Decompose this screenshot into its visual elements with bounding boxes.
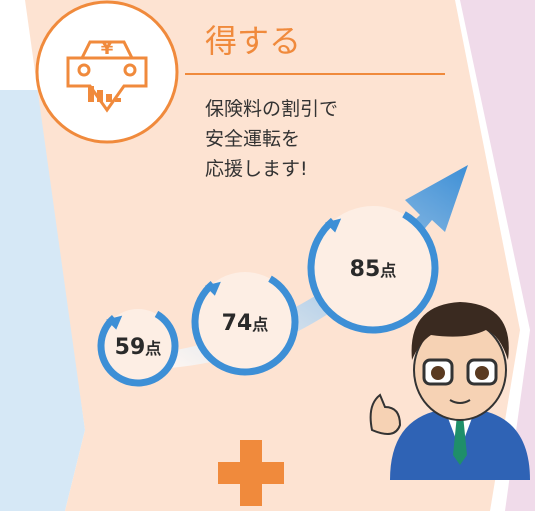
score-ring xyxy=(191,275,299,376)
description-line: 応援します! xyxy=(205,158,308,180)
score-ring-arrowhead xyxy=(204,281,221,296)
description-line: 安全運転を xyxy=(205,128,300,150)
score-circle xyxy=(311,206,435,330)
score-unit: 点 xyxy=(252,315,268,334)
plus-sign xyxy=(218,440,284,506)
score-number: 85 xyxy=(350,257,381,282)
score-circle xyxy=(195,272,295,372)
score-label: 74点 xyxy=(222,311,269,336)
icon: ¥ xyxy=(35,0,179,144)
score-label: 85点 xyxy=(350,257,397,282)
score-unit: 点 xyxy=(380,261,396,280)
right-panel xyxy=(460,0,535,511)
score-circle xyxy=(101,309,175,383)
description-line: 保険料の割引で xyxy=(205,98,338,120)
character xyxy=(369,302,530,480)
score-ring-arrowhead xyxy=(106,315,123,330)
title: 得する xyxy=(205,22,301,60)
score-ring xyxy=(97,310,179,387)
rising-arrow xyxy=(165,165,468,368)
left-panel xyxy=(0,90,85,511)
score-label: 59点 xyxy=(115,335,162,360)
score-ring xyxy=(307,211,439,334)
score-ring-arrowhead xyxy=(325,218,342,233)
score-number: 59 xyxy=(115,335,146,360)
icon-symbol: ¥ xyxy=(101,38,114,59)
score-number: 74 xyxy=(222,311,253,336)
score-unit: 点 xyxy=(145,339,161,358)
